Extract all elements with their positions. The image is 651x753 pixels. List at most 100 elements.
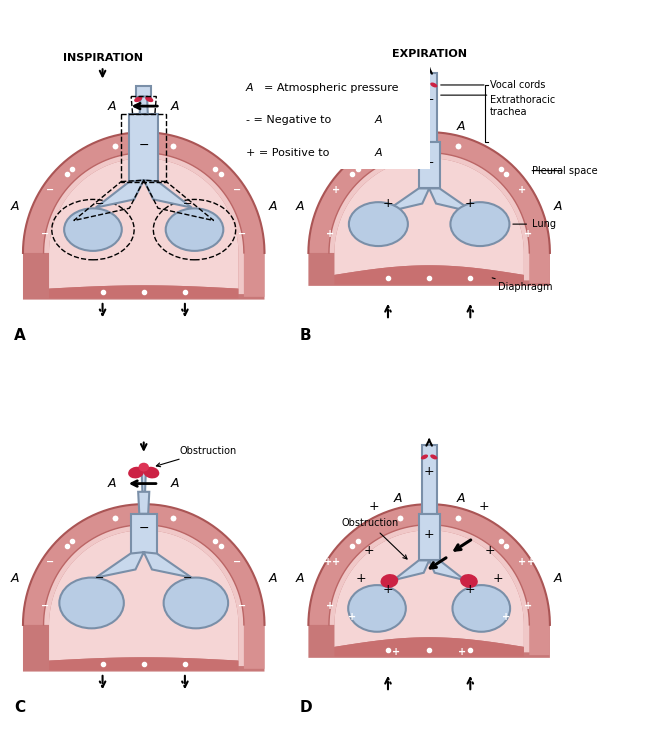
Polygon shape	[49, 530, 238, 660]
Text: +: +	[502, 611, 510, 622]
Text: +: +	[492, 572, 503, 585]
Text: Extrathoracic
trachea: Extrathoracic trachea	[490, 96, 555, 117]
Ellipse shape	[380, 574, 398, 588]
Text: A: A	[171, 100, 180, 114]
Text: +: +	[424, 93, 434, 105]
Polygon shape	[23, 505, 264, 672]
Ellipse shape	[64, 209, 122, 251]
Text: +: +	[424, 156, 434, 169]
Ellipse shape	[163, 578, 228, 628]
Text: A: A	[108, 100, 117, 114]
Text: A: A	[10, 572, 19, 585]
Text: +: +	[363, 544, 374, 557]
Polygon shape	[44, 153, 244, 294]
Polygon shape	[309, 505, 550, 658]
Polygon shape	[96, 180, 144, 208]
Text: A: A	[171, 477, 180, 490]
Text: +: +	[332, 184, 340, 195]
Polygon shape	[329, 525, 529, 652]
Ellipse shape	[430, 455, 437, 459]
Text: +: +	[484, 544, 495, 557]
Text: −: −	[139, 523, 149, 535]
Polygon shape	[335, 637, 524, 657]
Ellipse shape	[430, 83, 437, 87]
Text: +: +	[383, 583, 393, 596]
Text: +: +	[521, 518, 529, 529]
Text: A: A	[268, 572, 277, 585]
Ellipse shape	[59, 578, 124, 628]
Text: = Atmospheric pressure: = Atmospheric pressure	[264, 83, 398, 93]
Text: C: C	[15, 700, 26, 715]
Polygon shape	[335, 158, 524, 275]
Polygon shape	[309, 133, 550, 283]
Polygon shape	[96, 552, 144, 578]
Polygon shape	[419, 514, 439, 560]
Polygon shape	[335, 530, 524, 647]
Text: Diaphragm: Diaphragm	[492, 278, 552, 292]
Text: +: +	[355, 572, 366, 585]
Text: +: +	[329, 518, 337, 529]
Text: + = Positive to: + = Positive to	[246, 148, 333, 158]
Ellipse shape	[450, 202, 510, 246]
Text: −: −	[95, 573, 105, 584]
Text: +: +	[326, 601, 335, 611]
Polygon shape	[23, 133, 264, 300]
Text: −: −	[183, 573, 192, 584]
Text: A: A	[456, 492, 465, 505]
Polygon shape	[23, 133, 264, 297]
Text: +: +	[524, 601, 532, 611]
Text: −: −	[238, 229, 247, 239]
Polygon shape	[144, 552, 192, 578]
Text: −: −	[233, 184, 241, 195]
Text: +: +	[424, 465, 434, 477]
Ellipse shape	[128, 467, 144, 478]
Polygon shape	[309, 133, 550, 286]
Text: +: +	[518, 184, 527, 195]
Text: Obstruction: Obstruction	[341, 518, 407, 559]
Text: Pleural space: Pleural space	[532, 166, 598, 175]
FancyBboxPatch shape	[232, 59, 432, 170]
Polygon shape	[422, 445, 437, 514]
Text: A: A	[14, 328, 26, 343]
Text: A: A	[375, 115, 383, 125]
Polygon shape	[138, 492, 149, 514]
Text: A: A	[554, 572, 562, 585]
Text: −: −	[238, 601, 247, 611]
Text: −: −	[183, 199, 192, 209]
Text: - = Negative to: - = Negative to	[246, 115, 335, 125]
Polygon shape	[49, 158, 238, 288]
Polygon shape	[49, 285, 238, 298]
Polygon shape	[335, 265, 524, 285]
Polygon shape	[142, 473, 146, 492]
Text: +: +	[478, 501, 490, 514]
Ellipse shape	[145, 96, 154, 102]
Text: +: +	[392, 648, 400, 657]
Text: Obstruction: Obstruction	[156, 446, 237, 467]
Text: +: +	[326, 229, 335, 239]
Polygon shape	[422, 73, 437, 142]
Polygon shape	[131, 514, 157, 553]
Polygon shape	[23, 505, 264, 669]
Text: Lung: Lung	[513, 219, 556, 229]
Text: +: +	[424, 528, 434, 541]
Text: +: +	[458, 648, 466, 657]
Text: +: +	[348, 611, 356, 622]
Text: Vocal cords: Vocal cords	[441, 80, 545, 90]
Text: A: A	[375, 148, 383, 158]
Polygon shape	[429, 188, 475, 212]
Polygon shape	[44, 525, 244, 666]
Text: A: A	[393, 492, 402, 505]
Text: INSPIRATION: INSPIRATION	[62, 53, 143, 63]
Ellipse shape	[460, 574, 478, 588]
Ellipse shape	[166, 209, 223, 251]
Text: −: −	[95, 199, 105, 209]
Polygon shape	[130, 114, 158, 181]
Text: −: −	[41, 229, 49, 239]
Text: +: +	[518, 556, 527, 567]
Polygon shape	[384, 188, 429, 212]
Text: +: +	[383, 197, 393, 210]
Ellipse shape	[139, 462, 149, 471]
Text: −: −	[41, 601, 49, 611]
Ellipse shape	[143, 467, 159, 478]
Text: +: +	[524, 229, 532, 239]
